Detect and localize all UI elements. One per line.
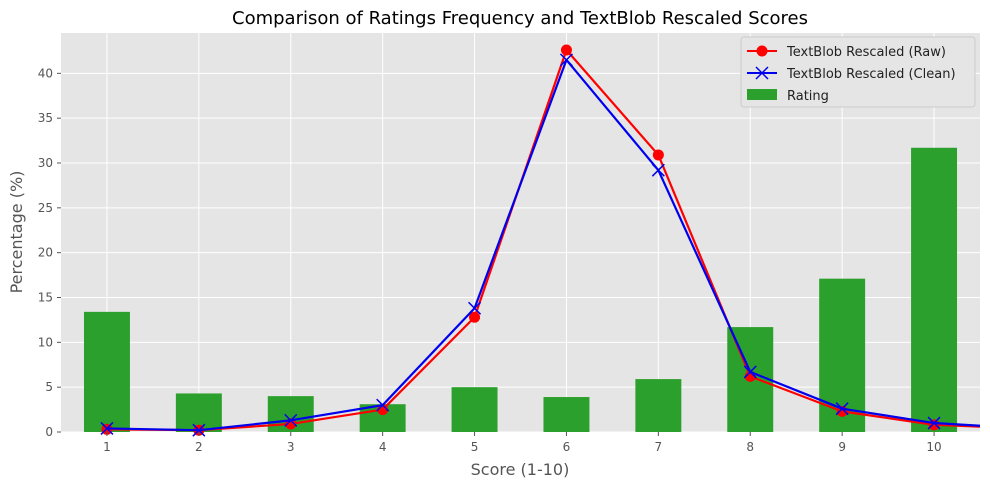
point-raw [469, 311, 481, 323]
x-tick-label: 9 [838, 440, 846, 454]
x-tick-label: 5 [471, 440, 479, 454]
point-raw [652, 149, 664, 161]
y-tick-label: 30 [38, 156, 53, 170]
point-clean [376, 398, 390, 412]
point-clean [835, 402, 849, 416]
y-ticks: 0 5 10 15 20 25 30 35 40 [38, 66, 61, 439]
legend: TextBlob Rescaled (Raw) TextBlob Rescale… [740, 36, 976, 108]
x-tick-label: 2 [195, 440, 203, 454]
bar-rating [543, 397, 590, 432]
x-ticks: 1 2 3 4 5 6 7 8 9 10 [103, 432, 942, 454]
point-clean [468, 301, 482, 315]
x-tick-label: 7 [655, 440, 663, 454]
y-axis-label: Percentage (%) [7, 171, 26, 294]
y-tick-label: 15 [38, 291, 53, 305]
point-clean [651, 163, 665, 177]
point-clean [100, 421, 114, 435]
point-clean [927, 416, 941, 430]
x-tick-label: 10 [926, 440, 941, 454]
x-tick-label: 4 [379, 440, 387, 454]
legend-rating-label: Rating [787, 89, 829, 104]
y-tick-label: 40 [38, 66, 53, 80]
legend-raw-label: TextBlob Rescaled (Raw) [786, 45, 946, 60]
legend-rating-swatch [747, 89, 777, 100]
point-clean [743, 365, 757, 379]
x-tick-label: 3 [287, 440, 295, 454]
y-tick-label: 10 [38, 335, 53, 349]
point-clean [284, 413, 298, 427]
legend-raw-marker [756, 45, 768, 57]
point-clean [559, 53, 573, 67]
bar-rating [83, 311, 130, 432]
bar-rating [635, 379, 682, 432]
lines [100, 44, 981, 437]
y-tick-label: 0 [45, 425, 53, 439]
legend-clean-marker [755, 66, 769, 80]
y-tick-label: 20 [38, 246, 53, 260]
point-raw [560, 44, 572, 56]
point-raw [928, 419, 940, 431]
legend-clean-label: TextBlob Rescaled (Clean) [786, 67, 956, 82]
legend-box [740, 36, 976, 108]
point-clean [192, 423, 206, 437]
bar-rating [911, 147, 958, 432]
chart-title: Comparison of Ratings Frequency and Text… [232, 8, 808, 29]
y-tick-label: 25 [38, 201, 53, 215]
x-tick-label: 1 [103, 440, 111, 454]
y-tick-label: 35 [38, 111, 53, 125]
x-tick-label: 6 [563, 440, 571, 454]
y-tick-label: 5 [45, 380, 53, 394]
x-axis-label: Score (1-10) [471, 460, 570, 479]
bar-rating [451, 387, 498, 432]
x-tick-label: 8 [746, 440, 754, 454]
